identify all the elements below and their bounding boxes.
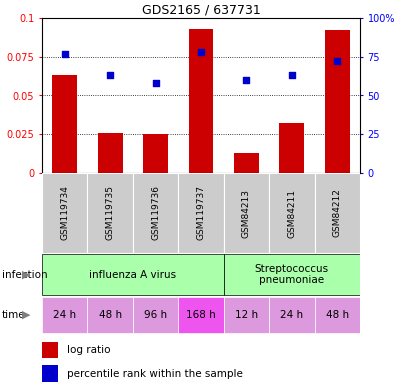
Bar (314, 297, 360, 333)
Bar (325, 30, 350, 173)
Bar (269, 173, 314, 253)
Bar (42, 173, 88, 253)
Text: ▶: ▶ (22, 310, 30, 320)
Text: GSM119735: GSM119735 (105, 185, 115, 240)
Text: infection: infection (2, 270, 48, 280)
Text: ▶: ▶ (22, 270, 30, 280)
Bar (52, 75, 77, 173)
Bar (178, 173, 224, 253)
Bar (42, 342, 58, 358)
Text: 168 h: 168 h (186, 310, 216, 320)
Text: 24 h: 24 h (280, 310, 303, 320)
Point (243, 77, 250, 83)
Text: influenza A virus: influenza A virus (89, 270, 176, 280)
Bar (88, 297, 133, 333)
Bar (42, 365, 58, 382)
Text: 12 h: 12 h (235, 310, 258, 320)
Text: Streptococcus
pneumoniae: Streptococcus pneumoniae (255, 264, 329, 285)
Bar (98, 133, 123, 173)
Point (198, 49, 204, 55)
Bar (224, 173, 269, 253)
Text: GSM119737: GSM119737 (197, 185, 205, 240)
Text: 24 h: 24 h (53, 310, 76, 320)
Bar (314, 173, 360, 253)
Point (334, 58, 340, 65)
Point (152, 80, 159, 86)
Bar (88, 173, 133, 253)
Text: GSM84213: GSM84213 (242, 189, 251, 237)
Bar (224, 254, 360, 295)
Text: GSM119736: GSM119736 (151, 185, 160, 240)
Bar (189, 29, 213, 173)
Text: GSM84212: GSM84212 (333, 189, 342, 237)
Text: 48 h: 48 h (326, 310, 349, 320)
Text: log ratio: log ratio (67, 345, 111, 355)
Bar (143, 134, 168, 173)
Bar (42, 297, 88, 333)
Bar (133, 173, 178, 253)
Text: 48 h: 48 h (99, 310, 122, 320)
Point (289, 72, 295, 78)
Text: percentile rank within the sample: percentile rank within the sample (67, 369, 243, 379)
Point (62, 51, 68, 57)
Text: time: time (2, 310, 25, 320)
Text: GSM84211: GSM84211 (287, 189, 297, 237)
Bar (178, 297, 224, 333)
Bar (224, 297, 269, 333)
Bar (133, 297, 178, 333)
Text: 96 h: 96 h (144, 310, 167, 320)
Bar (269, 297, 314, 333)
Text: GSM119734: GSM119734 (60, 185, 69, 240)
Point (107, 72, 113, 78)
Bar (279, 123, 304, 173)
Title: GDS2165 / 637731: GDS2165 / 637731 (142, 4, 260, 17)
Bar (234, 153, 259, 173)
Bar (42, 254, 224, 295)
